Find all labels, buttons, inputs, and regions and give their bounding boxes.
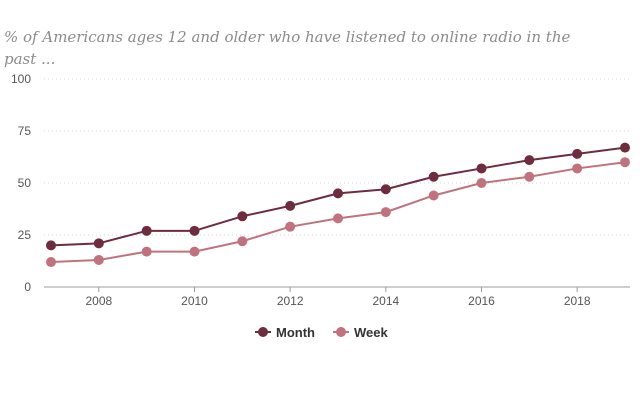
legend-item-week: Week xyxy=(333,325,388,340)
week-point-2016 xyxy=(476,178,487,188)
x-axis-ticks: 2008 2010 2012 2014 2016 2018 xyxy=(85,287,591,308)
week-point-2013 xyxy=(333,213,343,224)
week-point-2007 xyxy=(46,257,56,268)
week-point-2011 xyxy=(237,236,248,247)
y-tick-label-50: 50 xyxy=(18,176,32,190)
y-tick-label-100: 100 xyxy=(11,72,31,86)
series-lines xyxy=(46,142,630,268)
month-point-2010 xyxy=(189,225,200,236)
y-tick-label-0: 0 xyxy=(24,280,31,294)
x-tick-label-2014: 2014 xyxy=(372,294,399,308)
week-point-2015 xyxy=(428,190,439,201)
x-tick-label-2008: 2008 xyxy=(85,294,112,308)
month-point-2008 xyxy=(93,238,104,249)
legend-swatch-month xyxy=(258,327,268,337)
month-point-2015 xyxy=(428,171,439,182)
week-point-2008 xyxy=(93,254,104,265)
chart-title: % of Americans ages 12 and older who hav… xyxy=(4,28,571,68)
month-point-2012 xyxy=(285,200,296,211)
month-point-2017 xyxy=(524,155,535,166)
week-line xyxy=(50,161,626,264)
month-point-2013 xyxy=(333,188,343,199)
x-tick-label-2016: 2016 xyxy=(468,294,495,308)
month-point-2011 xyxy=(237,211,248,222)
legend: Month Week xyxy=(255,325,388,340)
month-point-2007 xyxy=(46,240,56,251)
y-tick-label-25: 25 xyxy=(18,228,32,242)
month-point-2019 xyxy=(620,142,630,153)
month-point-2018 xyxy=(572,148,583,159)
legend-label-week: Week xyxy=(354,325,388,340)
week-point-2014 xyxy=(380,207,391,218)
legend-label-month: Month xyxy=(276,325,315,340)
month-point-2016 xyxy=(476,163,487,174)
week-point-2010 xyxy=(189,246,200,257)
y-tick-label-75: 75 xyxy=(18,124,32,138)
week-point-2012 xyxy=(285,221,296,232)
month-point-2009 xyxy=(141,225,152,236)
legend-swatch-week xyxy=(336,327,346,337)
month-point-2014 xyxy=(380,184,391,195)
legend-item-month: Month xyxy=(255,325,315,340)
week-point-2017 xyxy=(524,171,535,182)
x-tick-label-2012: 2012 xyxy=(277,294,304,308)
gridlines xyxy=(44,78,630,236)
x-tick-label-2018: 2018 xyxy=(564,294,591,308)
week-point-2009 xyxy=(141,246,152,257)
x-tick-label-2010: 2010 xyxy=(181,294,208,308)
week-point-2018 xyxy=(572,163,583,174)
week-point-2019 xyxy=(620,157,630,168)
y-axis-ticks: 0 25 50 75 100 xyxy=(11,72,31,294)
